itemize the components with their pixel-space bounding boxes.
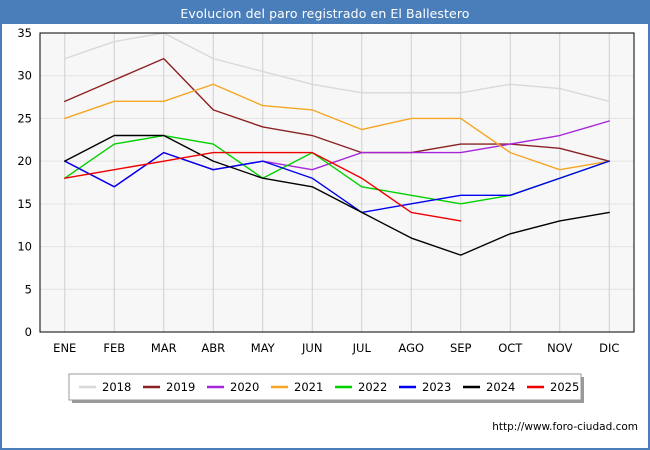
- legend-label-2018: 2018: [102, 380, 131, 394]
- plot-axis-frame: [39, 32, 635, 333]
- series-line-2018: [64, 32, 610, 103]
- y-axis-tick-labels: 0 5 10 15 20 25 30 35: [17, 26, 32, 339]
- legend-label-2025: 2025: [550, 380, 579, 394]
- plot-container: 0 5 10 15 20 25 30 35 ENE FEB MAR ABR MAY JUN JUL AGO S…: [2, 24, 648, 448]
- chart-legend: 2018 2019 2020 2021 2022 2023 2024 2025: [68, 373, 584, 403]
- x-axis-tick-label: JUL: [352, 341, 372, 355]
- y-axis-tick-label: 20: [17, 154, 32, 168]
- window-title-bar: Evolucion del paro registrado en El Ball…: [2, 2, 648, 24]
- series-line-2025: [64, 151, 462, 222]
- series-line-2019: [64, 57, 610, 162]
- x-axis-tick-label: MAR: [151, 341, 177, 355]
- x-axis-tick-label: AGO: [398, 341, 424, 355]
- y-axis-tick-label: 30: [17, 69, 32, 83]
- y-axis-tick-label: 15: [17, 197, 32, 211]
- x-axis-tick-label: FEB: [103, 341, 125, 355]
- plot-background: [40, 33, 634, 332]
- page-title: Evolucion del paro registrado en El Ball…: [180, 5, 470, 21]
- x-axis-tick-label: NOV: [547, 341, 572, 355]
- y-axis-tick-label: 0: [25, 325, 32, 339]
- legend-label-2019: 2019: [166, 380, 195, 394]
- y-axis-tick-label: 35: [17, 26, 32, 40]
- y-axis-tick-label: 25: [17, 111, 32, 125]
- x-axis-tick-label: ENE: [53, 341, 76, 355]
- series-line-2024: [64, 134, 610, 256]
- y-axis-tick-label: 5: [25, 282, 32, 296]
- y-axis-tick-label: 10: [17, 240, 32, 254]
- series-layer: [64, 32, 610, 256]
- x-axis-tick-label: MAY: [251, 341, 276, 355]
- x-axis-tick-label: OCT: [498, 341, 523, 355]
- axis-layer: [39, 32, 635, 333]
- legend-label-2024: 2024: [486, 380, 515, 394]
- source-url: http://www.foro-ciudad.com: [492, 421, 638, 433]
- x-axis-tick-label: DIC: [599, 341, 619, 355]
- x-axis-tick-label: JUN: [301, 341, 322, 355]
- grid-layer: [40, 32, 634, 332]
- legend-label-2020: 2020: [230, 380, 259, 394]
- x-axis-tick-labels: ENE FEB MAR ABR MAY JUN JUL AGO SEP OCT NOV DIC: [53, 341, 619, 355]
- x-axis-tick-label: ABR: [201, 341, 225, 355]
- series-line-2023: [64, 151, 610, 214]
- x-axis-tick-label: SEP: [450, 341, 472, 355]
- legend-label-2023: 2023: [422, 380, 451, 394]
- series-line-2021: [64, 83, 610, 171]
- legend-label-2022: 2022: [358, 380, 387, 394]
- legend-label-2021: 2021: [294, 380, 323, 394]
